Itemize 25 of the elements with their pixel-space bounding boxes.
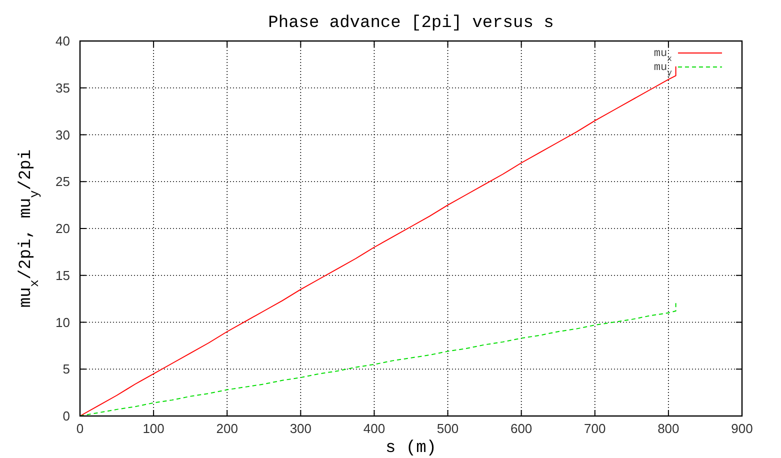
y-tick-label: 35 [56, 80, 70, 96]
y-tick-label: 0 [62, 408, 70, 424]
x-tick-label: 500 [436, 421, 459, 436]
x-tick-label: 700 [584, 421, 606, 436]
x-tick-label: 200 [216, 421, 238, 436]
legend-label: mu$_{x}$ [654, 48, 672, 64]
x-tick-label: 900 [731, 421, 753, 436]
y-tick-label: 5 [62, 362, 70, 377]
x-tick-label: 800 [658, 421, 680, 436]
line-series [80, 66, 676, 416]
y-tick-label: 15 [56, 268, 70, 283]
chart-title: Phase advance [2pi] versus s [268, 14, 554, 33]
x-tick-label: 0 [76, 421, 84, 436]
y-tick-label: 30 [56, 127, 70, 142]
y-tick-label: 25 [56, 174, 70, 190]
x-axis-title: s (m) [385, 439, 437, 458]
y-tick-label: 20 [56, 221, 70, 236]
line-series [80, 301, 676, 416]
x-tick-label: 100 [142, 421, 164, 436]
x-tick-label: 600 [510, 421, 532, 436]
y-tick-label: 40 [56, 34, 70, 48]
legend-label: mu$_{y}$ [654, 62, 672, 78]
y-tick-label: 10 [56, 314, 70, 330]
x-tick-label: 300 [290, 421, 312, 436]
x-tick-label: 400 [363, 421, 386, 436]
